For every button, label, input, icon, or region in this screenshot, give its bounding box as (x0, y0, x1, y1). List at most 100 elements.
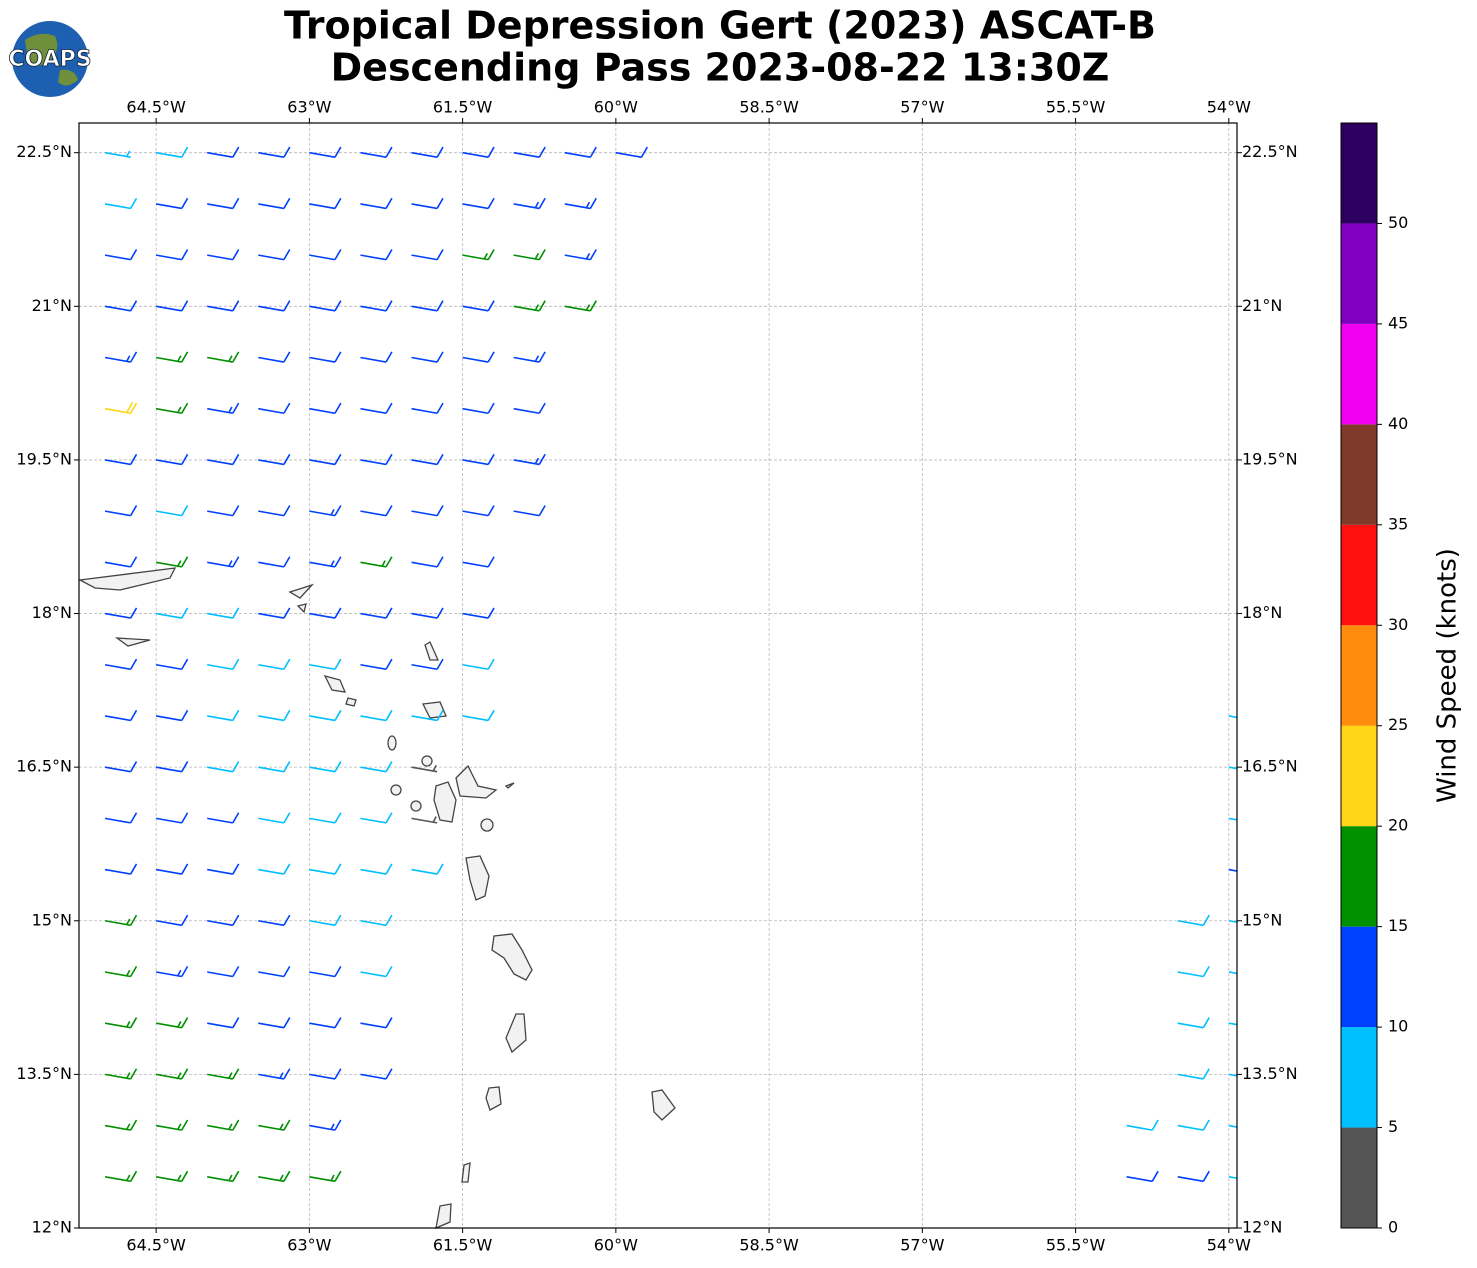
wind-barb (360, 146, 393, 159)
wind-barb (360, 812, 393, 824)
wind-barb (462, 351, 495, 363)
wind-barb (104, 1119, 138, 1131)
wind-barb (207, 965, 240, 978)
logo-text: COAPS (8, 47, 91, 72)
wind-barb (104, 150, 131, 159)
x-tick-label: 61.5°W (433, 1236, 493, 1255)
wind-barb (155, 658, 189, 671)
wind-barb (411, 556, 444, 568)
wind-barb (309, 351, 342, 363)
wind-barb (258, 658, 291, 671)
colorbar-segment (1341, 323, 1377, 425)
wind-barb (207, 505, 240, 517)
wind-barb (104, 505, 138, 517)
wind-barb (155, 197, 189, 210)
wind-barb (564, 146, 597, 159)
wind-barb (104, 1170, 138, 1183)
wind-barb (207, 1170, 240, 1183)
wind-barb (1228, 1073, 1237, 1077)
y-tick-label: 22.5°N (1242, 142, 1298, 161)
wind-barb (309, 1017, 342, 1029)
wind-barb (462, 146, 495, 159)
wind-barb (462, 505, 495, 517)
wind-barb (258, 607, 291, 619)
wind-barb (411, 351, 444, 363)
grid (79, 123, 1237, 1229)
wind-barb (513, 505, 546, 517)
wind-barb (360, 556, 393, 568)
wind-barb (360, 709, 393, 722)
wind-barb (258, 1170, 291, 1183)
x-tick-label: 54°W (1207, 1236, 1251, 1255)
wind-barb (564, 249, 597, 261)
wind-barb (564, 197, 597, 210)
wind-barb (411, 300, 444, 312)
wind-barb (1228, 1176, 1237, 1180)
wind-barb (104, 249, 138, 261)
wind-barb (462, 197, 495, 210)
wind-barb (462, 402, 495, 415)
wind-barb (207, 812, 240, 824)
wind-barb (104, 914, 138, 927)
wind-barb (258, 453, 291, 466)
wind-barb (258, 1017, 291, 1029)
wind-barb (155, 300, 189, 312)
y-tick-label: 12°N (32, 1218, 72, 1237)
wind-barb (155, 761, 189, 773)
wind-barb (155, 1170, 189, 1183)
wind-barb (258, 351, 291, 363)
wind-barb (513, 402, 546, 415)
y-tick-label: 19.5°N (1242, 449, 1298, 468)
wind-barb (104, 402, 138, 415)
wind-barb (155, 1017, 189, 1029)
chart-subtitle: Descending Pass 2023-08-22 13:30Z (331, 46, 1110, 90)
wind-barb (1228, 1022, 1237, 1026)
wind-barb (513, 249, 546, 261)
x-tick-label: 54°W (1207, 98, 1251, 117)
wind-barb (207, 709, 240, 722)
colorbar-segment (1341, 625, 1377, 726)
wind-barb (411, 765, 438, 773)
wind-barb (155, 505, 189, 517)
wind-barb (258, 965, 291, 978)
y-tick-label: 16.5°N (16, 757, 72, 776)
colorbar-segment (1341, 223, 1377, 324)
colorbar-tick-label: 40 (1388, 414, 1408, 433)
wind-barb (104, 812, 138, 824)
wind-barb (155, 607, 189, 619)
wind-barb (207, 863, 240, 875)
colorbar-segment (1341, 524, 1377, 626)
wind-barb (411, 505, 444, 517)
wind-barb (207, 197, 240, 210)
y-tick-label: 13.5°N (1242, 1064, 1298, 1083)
logo-land (25, 33, 78, 86)
x-tick-label: 58.5°W (739, 1236, 799, 1255)
wind-barb (104, 1017, 138, 1029)
colorbar-segment (1341, 926, 1377, 1028)
x-tick-label: 57°W (900, 1236, 944, 1255)
wind-barb (258, 300, 291, 312)
colorbar-label: Wind Speed (knots) (1433, 548, 1463, 803)
wind-barb (258, 709, 291, 722)
wind-barb (104, 761, 138, 773)
y-tick-label: 18°N (1242, 603, 1282, 622)
wind-barb (360, 914, 393, 927)
map-frame (78, 122, 1238, 1229)
x-tick-label: 60°W (594, 1236, 638, 1255)
wind-barb (155, 146, 189, 159)
wind-barb (207, 351, 240, 363)
wind-barb (155, 556, 189, 568)
wind-barb (104, 863, 138, 875)
wind-barb (360, 197, 393, 210)
wind-barb (462, 249, 495, 261)
wind-barb (309, 863, 342, 875)
wind-barb (258, 812, 291, 824)
x-tick-label: 57°W (900, 98, 944, 117)
wind-barb (155, 812, 189, 824)
wind-barb (258, 197, 291, 210)
wind-barb (258, 761, 291, 773)
wind-barb (207, 1017, 240, 1029)
wind-barb (155, 914, 189, 927)
wind-barb (207, 146, 240, 159)
wind-barb (207, 1119, 240, 1131)
